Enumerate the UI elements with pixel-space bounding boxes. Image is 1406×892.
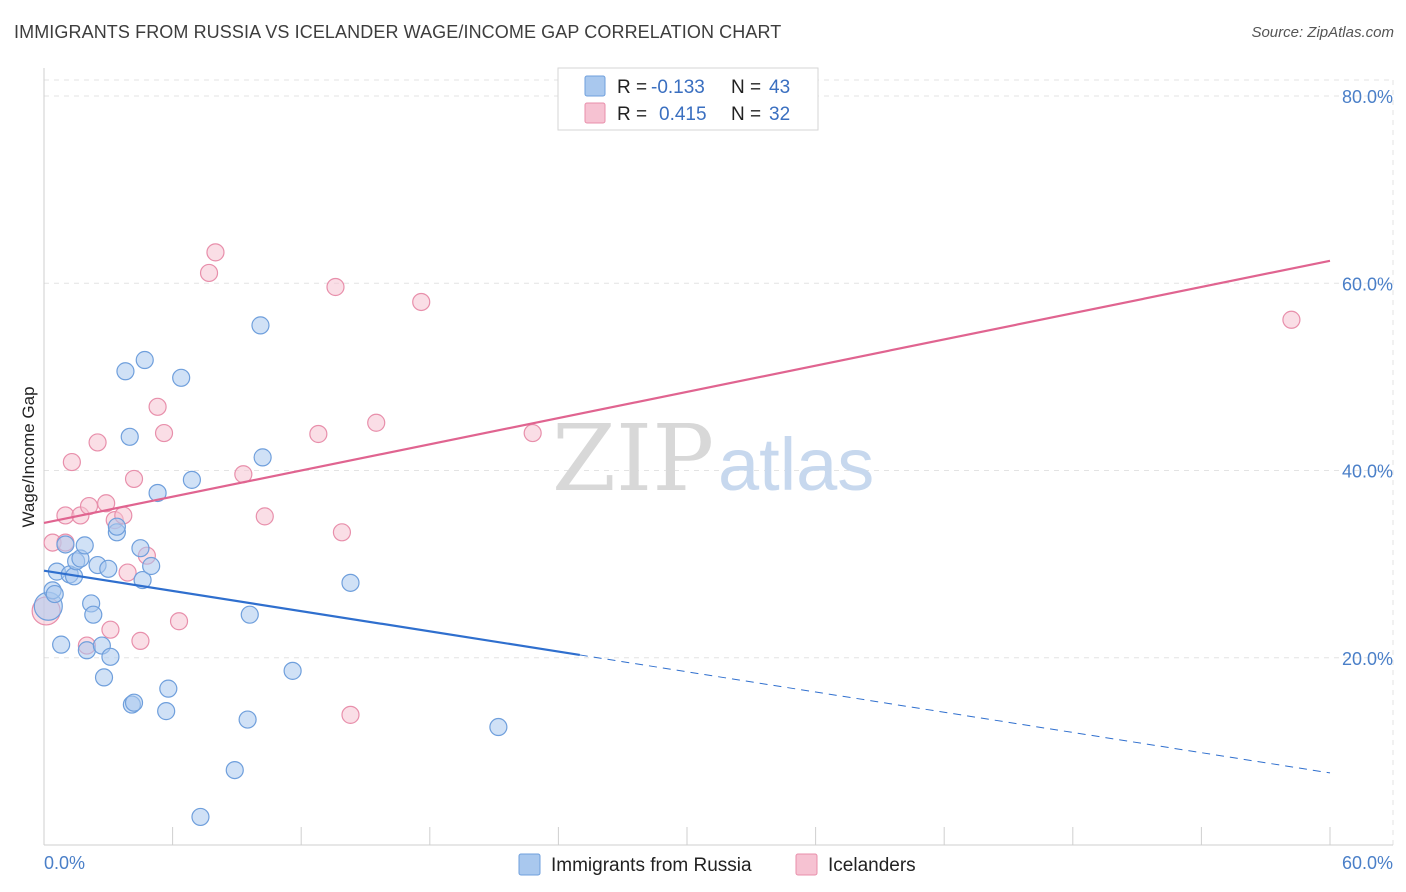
russia-point <box>45 584 64 604</box>
russia-point <box>157 702 176 721</box>
icelanders-point <box>332 523 352 542</box>
russia-point <box>116 362 135 381</box>
series-legend-label-russia: Immigrants from Russia <box>551 855 752 876</box>
russia-point <box>133 570 152 590</box>
icelanders-point <box>255 507 274 526</box>
icelanders-point <box>131 631 150 650</box>
stats-legend: R = -0.133 N = 43 R = 0.415 N = 32 <box>557 67 819 131</box>
russia-point <box>99 559 118 578</box>
icelanders-point <box>148 397 167 416</box>
russia-point <box>101 647 120 666</box>
y-tick-label-20: 20.0% <box>1342 649 1393 669</box>
icelanders-point <box>523 423 542 443</box>
russia-point <box>159 679 178 698</box>
legend-r-value-icelanders: 0.415 <box>659 104 707 125</box>
russia-point <box>238 710 257 729</box>
y-tick-label-80: 80.0% <box>1342 87 1393 107</box>
legend-r-label-icelanders: R = <box>617 104 647 125</box>
russia-point <box>251 316 270 335</box>
russia-point <box>283 661 302 680</box>
russia-point <box>84 605 103 624</box>
russia-point <box>120 427 139 446</box>
russia-point <box>131 539 150 558</box>
series-legend: Immigrants from Russia Icelanders <box>518 853 916 876</box>
series-legend-swatch-russia <box>518 853 541 876</box>
series-legend-label-icelanders: Icelanders <box>828 855 916 876</box>
watermark-zip: ZIP <box>552 405 714 512</box>
russia-point <box>56 535 75 554</box>
russia-point <box>225 760 244 780</box>
axes <box>43 68 1393 846</box>
russia-points <box>33 316 508 827</box>
legend-n-value-russia: 43 <box>769 77 790 98</box>
russia-point <box>107 517 126 536</box>
russia-point <box>142 556 161 576</box>
icelanders-point <box>1282 310 1301 329</box>
icelanders-trend-line <box>43 259 1331 525</box>
legend-n-value-icelanders: 32 <box>769 104 790 125</box>
russia-point <box>148 483 167 503</box>
russia-point <box>341 573 360 592</box>
icelanders-point <box>101 620 120 639</box>
russia-point <box>489 717 508 737</box>
y-axis-title: Wage/Income Gap <box>19 386 38 527</box>
icelanders-point <box>154 423 174 443</box>
icelanders-point <box>199 263 219 283</box>
icelanders-point <box>341 705 360 724</box>
icelanders-point <box>97 494 116 513</box>
icelanders-point <box>326 277 345 297</box>
russia-point <box>253 448 272 467</box>
russia-point <box>75 536 94 555</box>
russia-point <box>135 350 154 370</box>
legend-r-value-russia: -0.133 <box>651 77 705 98</box>
russia-point <box>182 470 201 489</box>
russia-trend-line-extension <box>579 654 1331 774</box>
y-tick-label-40: 40.0% <box>1342 462 1393 482</box>
source-label: Source: ZipAtlas.com <box>1251 24 1394 41</box>
icelanders-point <box>169 612 189 631</box>
x-tick-max: 60.0% <box>1342 853 1393 873</box>
legend-n-label-icelanders: N = <box>731 104 761 125</box>
icelanders-point <box>206 243 225 262</box>
russia-point <box>94 668 114 687</box>
russia-point <box>240 605 259 624</box>
icelanders-point <box>367 413 386 432</box>
icelanders-point <box>62 452 81 472</box>
y-tick-label-60: 60.0% <box>1342 274 1393 294</box>
x-tick-min: 0.0% <box>44 853 85 873</box>
legend-swatch-russia <box>584 75 606 97</box>
grid-lines <box>44 79 1394 845</box>
russia-point <box>124 693 144 712</box>
legend-r-label-russia: R = <box>617 77 647 98</box>
trend-lines <box>43 259 1331 774</box>
russia-point <box>77 641 96 660</box>
icelanders-point <box>412 292 431 312</box>
series-legend-swatch-icelanders <box>795 853 818 876</box>
chart-title: IMMIGRANTS FROM RUSSIA VS ICELANDER WAGE… <box>14 22 782 42</box>
legend-n-label-russia: N = <box>731 77 761 98</box>
watermark: ZIP atlas <box>552 405 874 512</box>
legend-swatch-icelanders <box>584 102 606 124</box>
icelanders-point <box>309 424 328 444</box>
russia-point <box>172 368 191 387</box>
watermark-atlas: atlas <box>718 423 874 506</box>
russia-trend-line <box>43 569 581 657</box>
y-tick-labels: 20.0% 40.0% 60.0% 80.0% <box>1342 87 1393 669</box>
icelanders-point <box>118 563 137 582</box>
russia-point <box>191 807 210 827</box>
russia-point <box>52 635 71 654</box>
icelanders-point <box>124 469 144 489</box>
icelanders-point <box>88 433 107 452</box>
